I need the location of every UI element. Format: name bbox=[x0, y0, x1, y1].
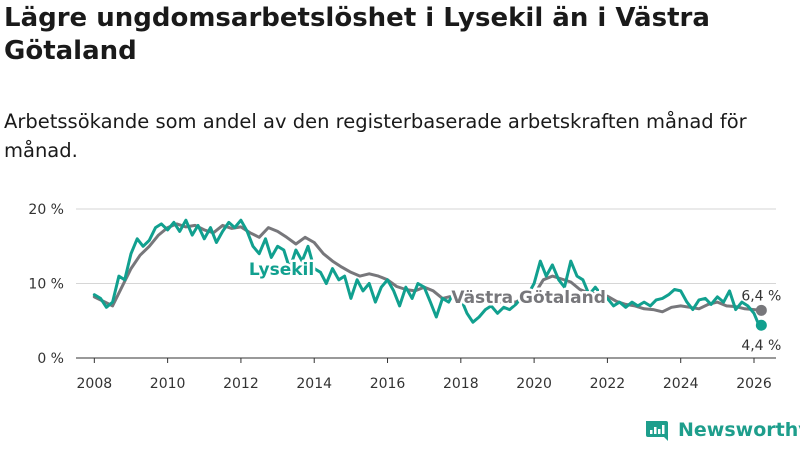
x-tick-label: 2012 bbox=[223, 376, 259, 392]
x-tick-label: 2018 bbox=[443, 376, 479, 392]
series-line-v-stra-g-taland bbox=[92, 222, 763, 314]
series-label-lysekil: Lysekil bbox=[249, 260, 314, 280]
series-lines bbox=[92, 218, 767, 331]
x-tick-label: 2016 bbox=[370, 376, 406, 392]
series-label-v-stra-g-taland: Västra Götaland bbox=[451, 288, 606, 308]
end-point-v-stra-g-taland bbox=[755, 304, 767, 316]
newsworthy-chart-icon bbox=[646, 421, 668, 441]
chart-title: Lägre ungdomsarbetslöshet i Lysekil än i… bbox=[4, 3, 710, 66]
x-tick-label: 2008 bbox=[77, 376, 113, 392]
y-tick-label: 10 % bbox=[28, 277, 64, 293]
x-tick-label: 2026 bbox=[736, 376, 772, 392]
series-labels: 6,4 % 4,4 % Västra Götaland Lysekil bbox=[246, 258, 781, 355]
x-tick-label: 2014 bbox=[296, 376, 332, 392]
chart-subtitle: Arbetssökande som andel av den registerb… bbox=[4, 110, 747, 162]
axes: 0 % 10 % 20 % 2008 2010 2012 2014 2016 2018 2020 2… bbox=[28, 202, 776, 392]
end-value-label-lysekil: 4,4 % bbox=[741, 338, 781, 354]
y-tick-label: 0 % bbox=[37, 351, 64, 367]
end-value-label-v-stra-g-taland: 6,4 % bbox=[741, 288, 781, 304]
brand-name: Newsworthy bbox=[678, 419, 800, 441]
x-tick-label: 2024 bbox=[663, 376, 699, 392]
series-line-lysekil bbox=[92, 218, 763, 327]
x-tick-label: 2010 bbox=[150, 376, 186, 392]
end-point-lysekil bbox=[755, 319, 767, 331]
x-tick-label: 2022 bbox=[590, 376, 626, 392]
newsworthy-logo[interactable]: Newsworthy bbox=[644, 418, 800, 442]
x-tick-label: 2020 bbox=[516, 376, 552, 392]
y-tick-label: 20 % bbox=[28, 202, 64, 218]
